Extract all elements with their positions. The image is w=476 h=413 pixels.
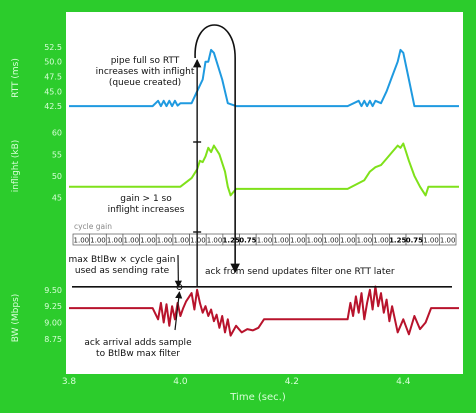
y-axis-labels: RTT (ms) inflight (kB) BW (Mbps): [11, 58, 21, 342]
cycle-gain-value: 0.75: [406, 236, 423, 244]
cycle-gain-value: 1.00: [357, 236, 373, 244]
tick-labels: 42.5 45.0 47.5 50.0 52.5 45 50 55 60 8.75 9.00 9.25…: [44, 43, 411, 387]
time-xtick-label: 4.2: [285, 377, 299, 387]
rtt-ytick-label: 47.5: [44, 73, 62, 82]
cycle-gain-label: cycle gain: [74, 222, 112, 231]
rtt-loop-arrow: [194, 24, 240, 274]
max-btlbw-annotation: max BtlBw × cycle gain: [68, 255, 175, 265]
cycle-gain-value: 1.00: [323, 236, 339, 244]
rtt-series-line: [69, 48, 459, 108]
ack-arrival-annotation: ack arrival adds sample: [84, 338, 192, 348]
inflight-axis-label: inflight (kB): [11, 140, 21, 193]
time-xtick-label: 4.0: [173, 377, 188, 387]
pipe-full-annotation: pipe full so RTT: [111, 56, 180, 66]
inflight-ytick-label: 45: [52, 194, 62, 203]
bw-ytick-label: 9.00: [44, 319, 62, 328]
cycle-gain-value: 1.00: [340, 236, 356, 244]
cycle-gain-value: 1.00: [423, 236, 439, 244]
max-btlbw-annotation: used as sending rate: [75, 266, 170, 276]
inflight-ytick-label: 50: [52, 172, 62, 181]
cycle-gain-value: 1.00: [273, 236, 289, 244]
bw-ytick-label: 9.25: [44, 302, 62, 311]
cycle-gain-value: 1.00: [373, 236, 389, 244]
cycle-gain-value: 1.00: [207, 236, 223, 244]
cycle-gain-value: 1.00: [307, 236, 323, 244]
cycle-gain-value: 1.00: [90, 236, 106, 244]
time-xtick-label: 4.4: [396, 377, 411, 387]
pipe-full-annotation: (queue created): [109, 78, 181, 88]
bw-axis-label: BW (Mbps): [11, 294, 21, 343]
cycle-gain-value: 1.00: [157, 236, 173, 244]
cycle-gain-value: 1.00: [290, 236, 306, 244]
bw-ytick-label: 8.75: [44, 335, 62, 344]
cycle-gain-value: 1.25: [389, 236, 406, 244]
bw-ytick-label: 9.50: [44, 286, 62, 295]
plot-panel: [66, 12, 463, 374]
cycle-gain-value: 1.00: [140, 236, 156, 244]
cycle-gain-value: 0.75: [239, 236, 256, 244]
cycle-gain-value: 1.00: [74, 236, 90, 244]
rtt-ytick-label: 50.0: [44, 58, 62, 67]
bw-series-line: [69, 285, 459, 337]
time-axis-label: Time (sec.): [229, 392, 286, 403]
ack-from-send-annotation: ack from send updates filter one RTT lat…: [205, 267, 395, 277]
cycle-gain-value: 1.00: [107, 236, 123, 244]
inflight-ytick-label: 55: [52, 150, 62, 159]
series-lines: [69, 48, 459, 337]
cycle-gain-value: 1.00: [173, 236, 189, 244]
inflight-series-line: [69, 142, 459, 197]
cycle-gain-cell: [438, 233, 457, 246]
gain-annotation: inflight increases: [108, 205, 185, 215]
ack-arrival-pointer: [174, 291, 183, 331]
cycle-gain-value: 1.00: [440, 236, 456, 244]
cycle-gain-value: 1.25: [223, 236, 240, 244]
cycle-gain-value: 1.00: [190, 236, 206, 244]
gain-annotation: gain > 1 so: [120, 194, 172, 204]
cycle-gain-value: 1.00: [123, 236, 139, 244]
ack-sample-marker: [176, 284, 183, 290]
rtt-axis-label: RTT (ms): [11, 58, 21, 98]
rtt-ytick-label: 45.0: [44, 87, 62, 96]
cycle-gain-value: 1.00: [257, 236, 273, 244]
rtt-ytick-label: 42.5: [44, 102, 62, 111]
rtt-ytick-label: 52.5: [44, 43, 62, 52]
time-xtick-label: 3.8: [62, 377, 77, 387]
inflight-ytick-label: 60: [52, 129, 62, 138]
ack-arrival-annotation: to BtlBw max filter: [96, 349, 180, 359]
pipe-full-annotation: increases with inflight: [96, 67, 195, 77]
